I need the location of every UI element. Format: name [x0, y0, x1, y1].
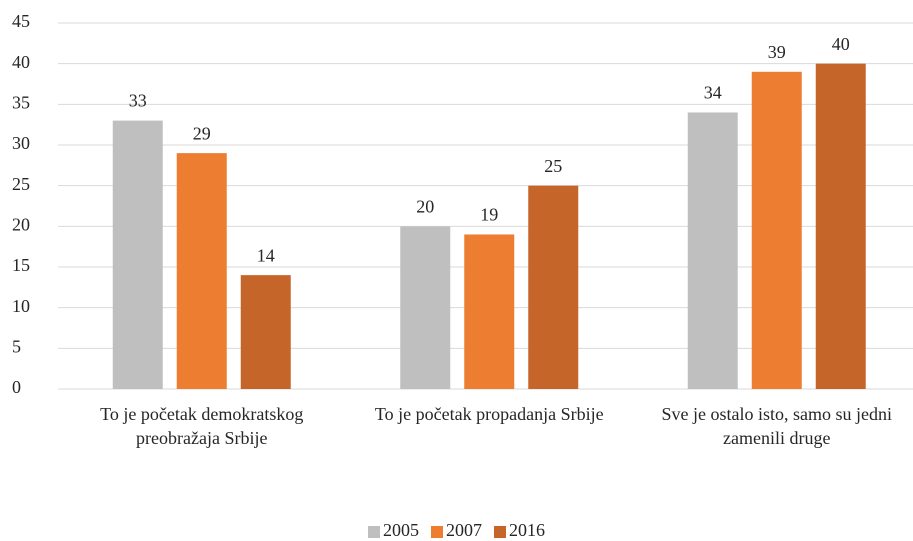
- label-line: To je početak propadanja Srbije: [375, 404, 604, 424]
- y-tick-label: 40: [12, 52, 30, 72]
- y-tick-label: 25: [12, 174, 30, 194]
- x-tick-label: Sve je ostalo isto, samo su jedni zamenil…: [662, 404, 892, 448]
- data-label: 14: [257, 245, 275, 265]
- label-line: preobražaja Srbije: [136, 428, 267, 448]
- legend-swatch: [431, 526, 443, 538]
- data-label: 20: [416, 196, 434, 216]
- y-tick-label: 35: [12, 92, 30, 112]
- data-label: 25: [544, 156, 562, 176]
- data-label: 34: [704, 83, 722, 103]
- y-tick-label: 30: [12, 133, 30, 153]
- y-tick-label: 5: [12, 336, 21, 356]
- legend-label: 2005: [383, 520, 419, 540]
- bar: [112, 120, 163, 389]
- y-tick-label: 10: [12, 296, 30, 316]
- y-tick-label: 0: [12, 377, 21, 397]
- data-label: 29: [193, 123, 211, 143]
- data-label: 40: [832, 34, 850, 54]
- bar: [176, 153, 227, 389]
- bar: [751, 71, 802, 390]
- legend-label: 2007: [446, 520, 482, 540]
- bar: [687, 112, 738, 389]
- bar: [528, 185, 579, 389]
- y-tick-label: 15: [12, 255, 30, 275]
- y-tick-label: 20: [12, 214, 30, 234]
- legend-label: 2016: [509, 520, 545, 540]
- bar: [464, 234, 515, 389]
- label-line: Sve je ostalo isto, samo su jedni: [662, 404, 892, 424]
- bar: [400, 226, 451, 389]
- legend: 2005 2007 2016: [368, 520, 545, 540]
- data-label: 19: [480, 205, 498, 225]
- legend-swatch: [368, 526, 380, 538]
- x-tick-label: To je početak propadanja Srbije: [375, 404, 604, 424]
- y-tick-label: 45: [12, 11, 30, 31]
- data-label: 33: [129, 91, 147, 111]
- bar: [815, 63, 866, 390]
- legend-swatch: [494, 526, 506, 538]
- bar: [240, 275, 291, 389]
- x-tick-label: To je početak demokratskog preobražaja Sr…: [100, 404, 303, 448]
- label-line: To je početak demokratskog: [100, 404, 303, 424]
- data-label: 39: [768, 42, 786, 62]
- label-line: zamenili druge: [723, 428, 830, 448]
